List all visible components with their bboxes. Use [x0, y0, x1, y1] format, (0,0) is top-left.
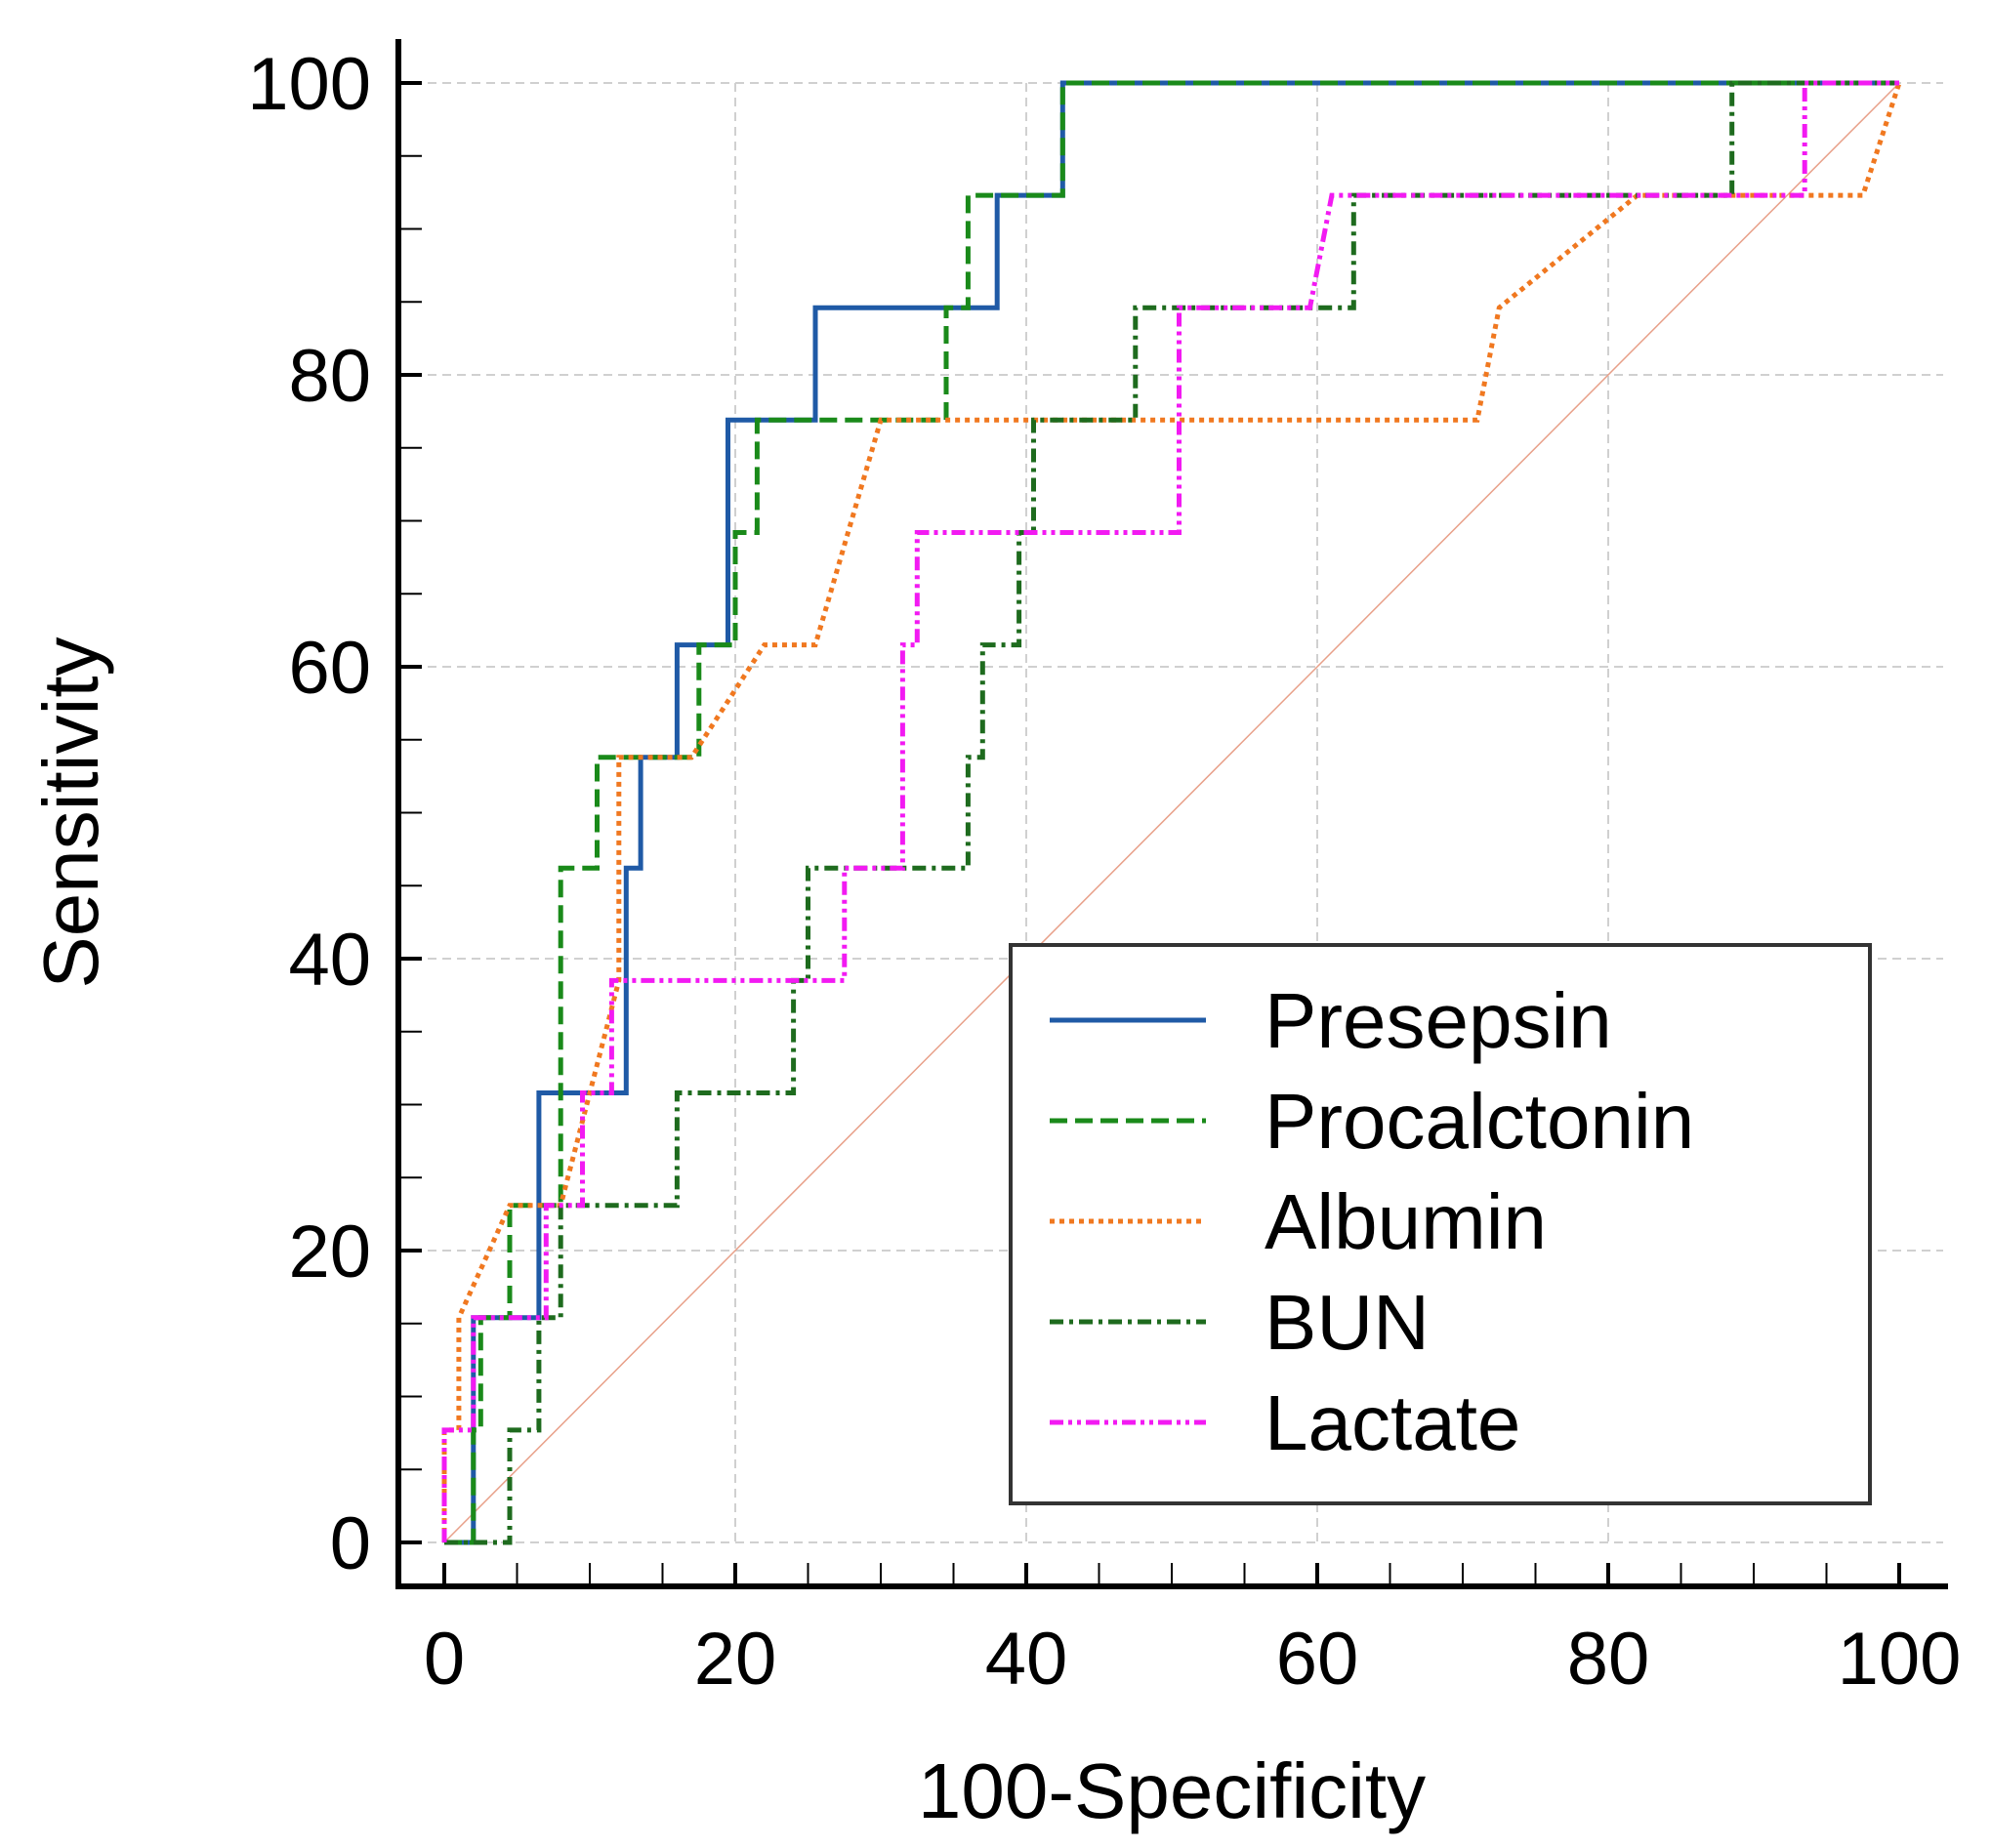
series-line-bun: [444, 80, 1899, 1545]
y-tick-label-20: 20: [288, 1211, 371, 1294]
x-axis-ticks: 0 20 40 60 80 100: [424, 1563, 1962, 1701]
series-line-procalctonin: [444, 80, 1899, 1545]
x-tick-label-40: 40: [985, 1618, 1068, 1701]
y-tick-label-80: 80: [288, 335, 371, 418]
series-line-albumin: [441, 82, 1902, 1542]
y-tick-label-60: 60: [288, 627, 371, 710]
x-axis-title: 100-Specificity: [918, 1747, 1426, 1834]
series-line-lactate: [441, 80, 1899, 1542]
y-axis-title: Sensitivity: [27, 637, 114, 988]
legend-label-lactate: Lactate: [1265, 1379, 1520, 1466]
legend-label-presepsin: Presepsin: [1265, 977, 1612, 1064]
minor-ticks: [398, 154, 1828, 1586]
legend-box: [1009, 943, 1872, 1505]
legend: Presepsin Procalctonin Albumin BUN Lactate: [1009, 943, 1872, 1505]
series-layer: [441, 80, 1902, 1545]
x-tick-label-80: 80: [1567, 1618, 1650, 1701]
legend-items: Presepsin Procalctonin Albumin BUN Lactate: [1050, 977, 1694, 1466]
legend-label-bun: BUN: [1265, 1279, 1430, 1366]
legend-label-albumin: Albumin: [1265, 1178, 1547, 1265]
reference-line: [443, 82, 1900, 1543]
x-tick-label-100: 100: [1838, 1618, 1962, 1701]
x-tick-label-0: 0: [424, 1618, 465, 1701]
y-axis-ticks: 0 20 40 60 80 100: [247, 43, 422, 1585]
y-tick-label-100: 100: [247, 43, 371, 126]
y-tick-label-40: 40: [288, 919, 371, 1002]
series-line-presepsin: [444, 80, 1899, 1545]
legend-label-procalctonin: Procalctonin: [1265, 1078, 1694, 1165]
reference-line-layer: [443, 82, 1900, 1543]
y-tick-label-0: 0: [330, 1502, 371, 1585]
x-tick-label-20: 20: [694, 1618, 777, 1701]
x-tick-label-60: 60: [1276, 1618, 1359, 1701]
